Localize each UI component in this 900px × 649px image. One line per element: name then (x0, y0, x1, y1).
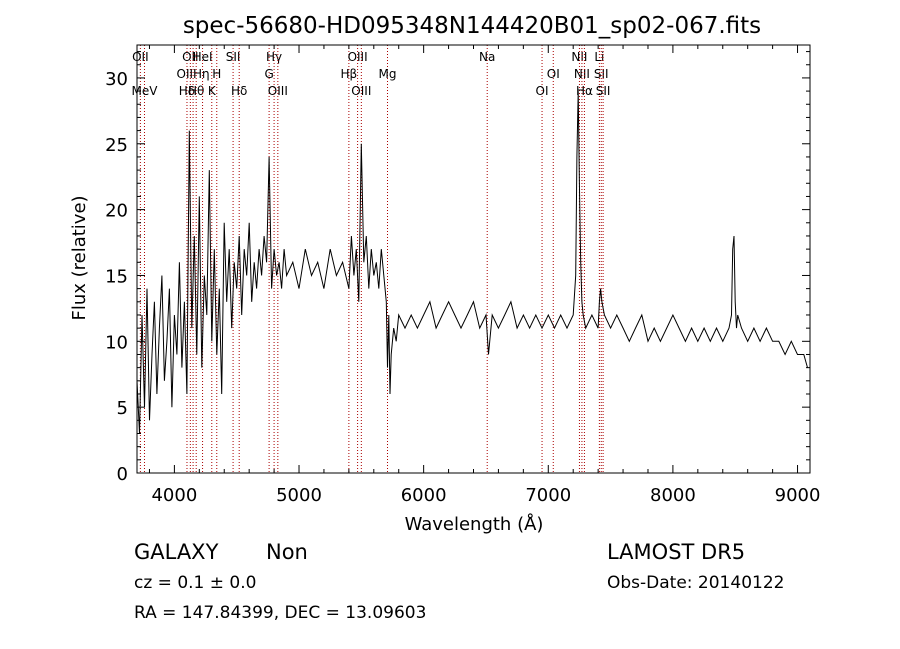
line-marker-label: Na (479, 50, 495, 64)
line-marker-label: Mg (379, 67, 397, 81)
x-tick-label: 5000 (276, 485, 322, 506)
line-marker-label: MeV (132, 84, 159, 98)
spectrum-line (136, 91, 808, 434)
line-marker-label: Hβ (341, 67, 358, 81)
line-marker-label: OIII (268, 84, 288, 98)
x-tick-label: 8000 (650, 485, 696, 506)
line-marker-label: HeI (193, 50, 213, 64)
line-marker-label: Hα (576, 84, 593, 98)
object-subclass: Non (266, 540, 308, 564)
line-marker-label: SII (226, 50, 241, 64)
x-tick-label: 7000 (525, 485, 571, 506)
y-tick-label: 25 (105, 135, 128, 156)
y-tick-label: 30 (105, 69, 128, 90)
line-marker-label: OIII (351, 84, 371, 98)
line-marker-label: K (208, 84, 217, 98)
line-marker-label: OIII (348, 50, 368, 64)
line-marker-label: NII (571, 50, 587, 64)
survey-name: LAMOST DR5 (607, 540, 746, 564)
line-marker-label: H (212, 67, 221, 81)
x-axis: 4000 5000 6000 7000 8000 9000 (148, 45, 821, 506)
y-tick-label: 10 (105, 332, 128, 353)
line-marker-label: OII (182, 50, 199, 64)
x-axis-label: Wavelength (Å) (405, 513, 544, 535)
y-tick-label: 20 (105, 201, 128, 222)
line-marker-label: SII (596, 84, 611, 98)
object-class: GALAXY (134, 540, 219, 564)
line-marker-label: Hδ (179, 84, 195, 98)
y-axis: 0 5 10 15 20 25 30 (105, 51, 810, 485)
line-marker-label: NII (574, 67, 590, 81)
x-tick-label: 6000 (401, 485, 447, 506)
y-axis-label: Flux (relative) (69, 195, 90, 320)
line-marker-label: OI (536, 84, 549, 98)
line-marker-label: OI (547, 67, 560, 81)
line-marker-label: Hθ (188, 84, 204, 98)
spectrum-series (136, 91, 808, 434)
line-marker-label: G (264, 67, 273, 81)
x-tick-label: 9000 (775, 485, 821, 506)
line-marker-label: OII (132, 50, 149, 64)
observation-date: Obs-Date: 20140122 (607, 573, 785, 593)
redshift-value: cz = 0.1 ± 0.0 (134, 573, 257, 593)
line-marker-label: Hδ (231, 84, 247, 98)
line-marker-label: Li (594, 50, 604, 64)
spectral-line-markers: OII MeV Hδ OII OIIHη Hθ HeI KH SII Hδ G Hγ OIII Hβ OII… (132, 45, 611, 473)
line-marker-label: OIIHη (177, 67, 210, 81)
y-tick-label: 5 (117, 398, 128, 419)
line-marker-label: SII (594, 67, 609, 81)
line-marker-label: Hγ (266, 50, 282, 64)
chart-title: spec-56680-HD095348N144420B01_sp02-067.f… (183, 13, 761, 39)
x-tick-label: 4000 (151, 485, 197, 506)
y-tick-label: 15 (105, 266, 128, 287)
y-tick-label: 0 (117, 464, 128, 485)
coordinates: RA = 147.84399, DEC = 13.09603 (134, 603, 427, 623)
